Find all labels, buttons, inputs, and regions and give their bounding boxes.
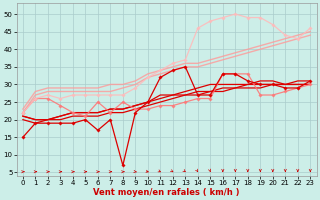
X-axis label: Vent moyen/en rafales ( km/h ): Vent moyen/en rafales ( km/h ) [93, 188, 240, 197]
